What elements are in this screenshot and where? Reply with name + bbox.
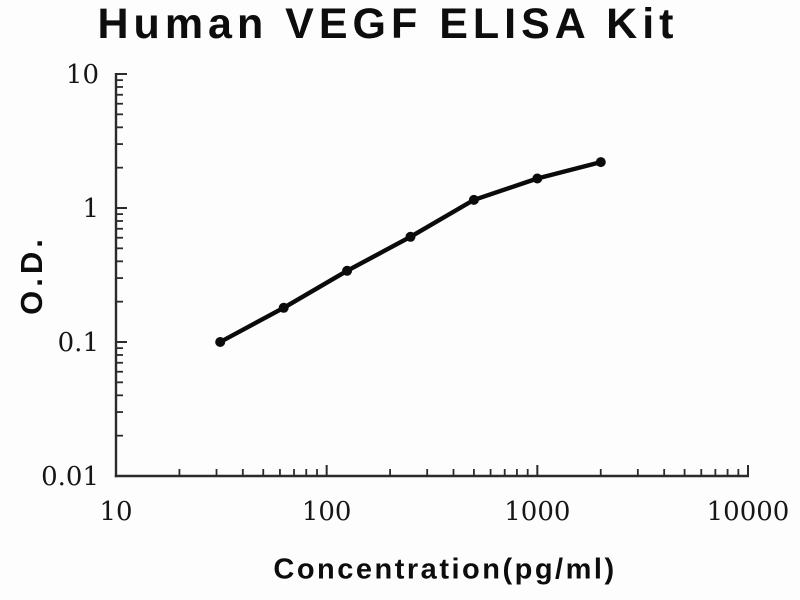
x-axis-title: Concentration(pg/ml) [273, 553, 617, 586]
data-point [342, 265, 353, 276]
y-tick-label: 0.1 [58, 328, 99, 358]
data-point [532, 173, 543, 184]
data-point [468, 194, 479, 205]
y-tick-label: 10 [66, 60, 99, 90]
x-tick-label: 10000 [707, 497, 790, 527]
x-tick-label: 10 [99, 497, 132, 527]
x-tick-label: 1000 [504, 497, 570, 527]
y-tick-label: 1 [82, 194, 99, 224]
data-point [595, 157, 606, 168]
data-point [405, 231, 416, 242]
data-point [278, 302, 289, 313]
y-axis-title: O.D. [14, 235, 49, 315]
x-tick-label: 100 [302, 497, 352, 527]
chart-title: Human VEGF ELISA Kit [97, 0, 679, 48]
standard-curve-line [217, 159, 603, 345]
data-point [215, 337, 226, 347]
y-tick-label: 0.01 [41, 462, 99, 492]
